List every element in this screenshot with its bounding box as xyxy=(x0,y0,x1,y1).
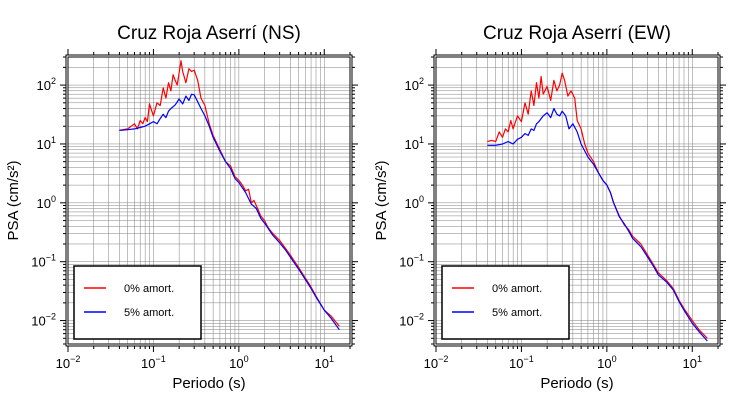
series-line-2 xyxy=(119,93,340,331)
chart-panel-1: 10−2 10−1 100 101 10−2 10−1 100 101 102 Cruz Roja… xyxy=(5,23,358,392)
y-axis-label: PSA (cm/s²) xyxy=(373,160,390,240)
y-tick-label: 10−1 xyxy=(31,253,56,270)
chart-panel-2: 10−2 10−1 100 101 10−2 10−1 100 101 102 Cruz Roja… xyxy=(373,23,726,392)
y-axis-label: PSA (cm/s²) xyxy=(5,160,22,240)
ticks xyxy=(428,49,726,352)
plot-frame xyxy=(435,56,719,345)
y-tick-label: 10−2 xyxy=(31,312,56,329)
series-group xyxy=(119,60,340,331)
x-tick-label: 101 xyxy=(683,354,702,371)
y-tick-label: 102 xyxy=(405,76,424,93)
y-tick-label: 100 xyxy=(405,194,424,211)
y-tick-label: 101 xyxy=(405,135,424,152)
x-tick-label: 10−1 xyxy=(509,354,534,371)
series-group xyxy=(487,72,708,342)
y-tick-label: 101 xyxy=(37,135,56,152)
y-tick-label: 10−2 xyxy=(399,312,424,329)
legend-box xyxy=(73,265,202,340)
legend: 0% amort. 5% amort. xyxy=(441,265,570,340)
plot-frame xyxy=(67,56,351,345)
x-tick-label: 100 xyxy=(229,354,248,371)
x-axis-label: Periodo (s) xyxy=(172,375,245,392)
chart-title: Cruz Roja Aserrí (EW) xyxy=(483,23,671,44)
series-line-2 xyxy=(487,107,708,342)
series-line-1 xyxy=(119,60,340,327)
legend-label-2: 5% amort. xyxy=(124,307,174,319)
y-tick-label: 100 xyxy=(37,194,56,211)
series-line-1 xyxy=(487,72,708,339)
legend: 0% amort. 5% amort. xyxy=(73,265,202,340)
x-tick-label: 10−1 xyxy=(141,354,166,371)
legend-label-1: 0% amort. xyxy=(492,283,542,295)
legend-box xyxy=(441,265,570,340)
x-axis-label: Periodo (s) xyxy=(540,375,613,392)
x-tick-label: 100 xyxy=(597,354,616,371)
x-tick-label: 101 xyxy=(315,354,334,371)
ticks xyxy=(60,49,358,352)
x-tick-label: 10−2 xyxy=(56,354,81,371)
plot-frame-outer xyxy=(433,54,721,347)
legend-label-2: 5% amort. xyxy=(492,307,542,319)
x-tick-label: 10−2 xyxy=(424,354,449,371)
chart-title: Cruz Roja Aserrí (NS) xyxy=(117,23,301,44)
y-tick-label: 102 xyxy=(37,76,56,93)
legend-label-1: 0% amort. xyxy=(124,283,174,295)
y-tick-label: 10−1 xyxy=(399,253,424,270)
plot-frame-outer xyxy=(65,54,353,347)
